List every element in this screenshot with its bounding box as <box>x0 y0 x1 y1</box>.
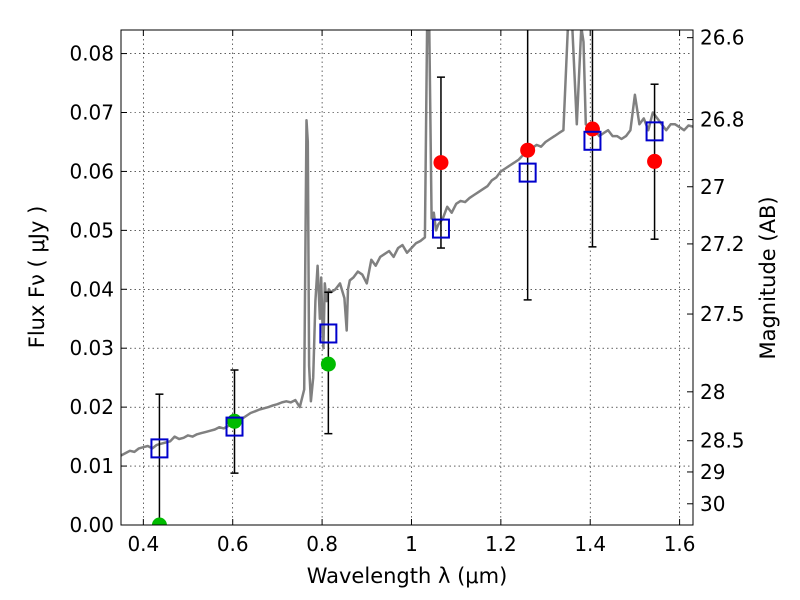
right-tick-label: 27 <box>700 175 725 199</box>
y-tick-label: 0.01 <box>69 454 114 478</box>
right-tick-label: 28.5 <box>700 429 745 453</box>
model-box <box>645 121 664 142</box>
y-tick-label: 0.05 <box>69 218 114 242</box>
model-box <box>518 162 537 183</box>
observed-point <box>584 121 600 137</box>
right-tick-label: 26.6 <box>700 26 745 50</box>
y-tick-label: 0.02 <box>69 395 114 419</box>
observed-point <box>520 142 536 158</box>
observed-point <box>320 356 336 372</box>
right-tick-label: 27.2 <box>700 232 745 256</box>
right-tick-label: 30 <box>700 492 725 516</box>
y-tick-label: 0.04 <box>69 277 114 301</box>
observed-point <box>227 413 243 429</box>
x-tick-label: 0.8 <box>306 532 338 556</box>
x-tick-label: 1.4 <box>574 532 606 556</box>
plot-frame <box>120 29 694 526</box>
y-axis-ticks: 0.00 0.01 0.02 0.03 0.04 0.05 0.06 0.07 0.08 <box>69 42 127 537</box>
right-axis-ticks: 26.6 26.8 27 27.2 27.5 28 28.5 29 30 <box>687 26 745 516</box>
y-tick-label: 0.06 <box>69 159 114 183</box>
plot-area <box>121 30 693 525</box>
y-tick-label: 0.03 <box>69 336 114 360</box>
right-tick-label: 27.5 <box>700 302 745 326</box>
x-tick-label: 0.4 <box>127 532 159 556</box>
grid-lines <box>121 30 693 525</box>
right-tick-label: 26.8 <box>700 108 745 132</box>
x-axis-ticks: 0.4 0.6 0.8 1 1.2 1.4 1.6 <box>127 30 696 556</box>
x-tick-label: 0.6 <box>217 532 249 556</box>
y-tick-label: 0.00 <box>69 513 114 537</box>
x-axis-label: Wavelength λ (μm) <box>307 564 508 588</box>
model-box <box>150 438 169 459</box>
x-tick-label: 1 <box>405 532 418 556</box>
model-boxes <box>150 121 664 459</box>
model-box <box>583 130 602 151</box>
model-box <box>319 323 338 344</box>
y-axis-label-left: Flux Fν ( μJy ) <box>25 206 49 349</box>
model-box <box>225 416 244 437</box>
observed-point <box>151 517 167 525</box>
y-tick-label: 0.07 <box>69 101 114 125</box>
x-tick-label: 1.6 <box>664 532 696 556</box>
right-tick-label: 28 <box>700 380 725 404</box>
right-tick-label: 29 <box>700 460 725 484</box>
observed-point <box>647 153 663 169</box>
y-axis-label-right: Magnitude (AB) <box>756 196 780 359</box>
observed-point <box>433 155 449 171</box>
y-tick-label: 0.08 <box>69 42 114 66</box>
model-box <box>431 218 450 239</box>
x-tick-label: 1.2 <box>485 532 517 556</box>
